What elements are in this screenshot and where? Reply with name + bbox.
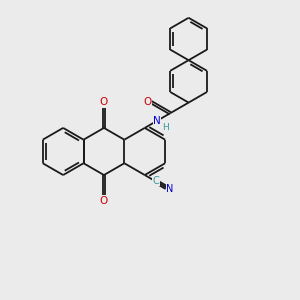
Text: N: N [153,116,161,126]
Text: O: O [100,196,108,206]
Text: O: O [143,97,152,107]
Text: C: C [153,176,159,186]
Text: N: N [166,184,174,194]
Text: O: O [100,97,108,107]
Text: H: H [162,123,169,132]
